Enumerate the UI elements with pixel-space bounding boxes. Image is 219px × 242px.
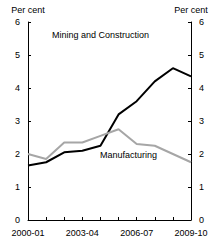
svg-text:2006-07: 2006-07 xyxy=(120,228,153,238)
svg-text:1: 1 xyxy=(199,182,204,192)
svg-text:4: 4 xyxy=(15,83,20,93)
svg-text:0: 0 xyxy=(15,215,20,225)
svg-text:Manufacturing: Manufacturing xyxy=(100,150,157,160)
svg-text:0: 0 xyxy=(199,215,204,225)
svg-text:6: 6 xyxy=(199,17,204,27)
svg-text:Per cent: Per cent xyxy=(174,5,208,15)
svg-text:5: 5 xyxy=(15,50,20,60)
svg-text:2: 2 xyxy=(199,149,204,159)
svg-text:1: 1 xyxy=(15,182,20,192)
svg-text:2: 2 xyxy=(15,149,20,159)
svg-text:Mining and Construction: Mining and Construction xyxy=(52,30,149,40)
svg-text:2000-01: 2000-01 xyxy=(11,228,44,238)
svg-text:4: 4 xyxy=(199,83,204,93)
svg-text:5: 5 xyxy=(199,50,204,60)
svg-text:2003-04: 2003-04 xyxy=(66,228,99,238)
svg-text:2009-10: 2009-10 xyxy=(174,228,207,238)
svg-text:3: 3 xyxy=(199,116,204,126)
svg-text:Per cent: Per cent xyxy=(11,5,45,15)
svg-text:3: 3 xyxy=(15,116,20,126)
svg-text:6: 6 xyxy=(15,17,20,27)
